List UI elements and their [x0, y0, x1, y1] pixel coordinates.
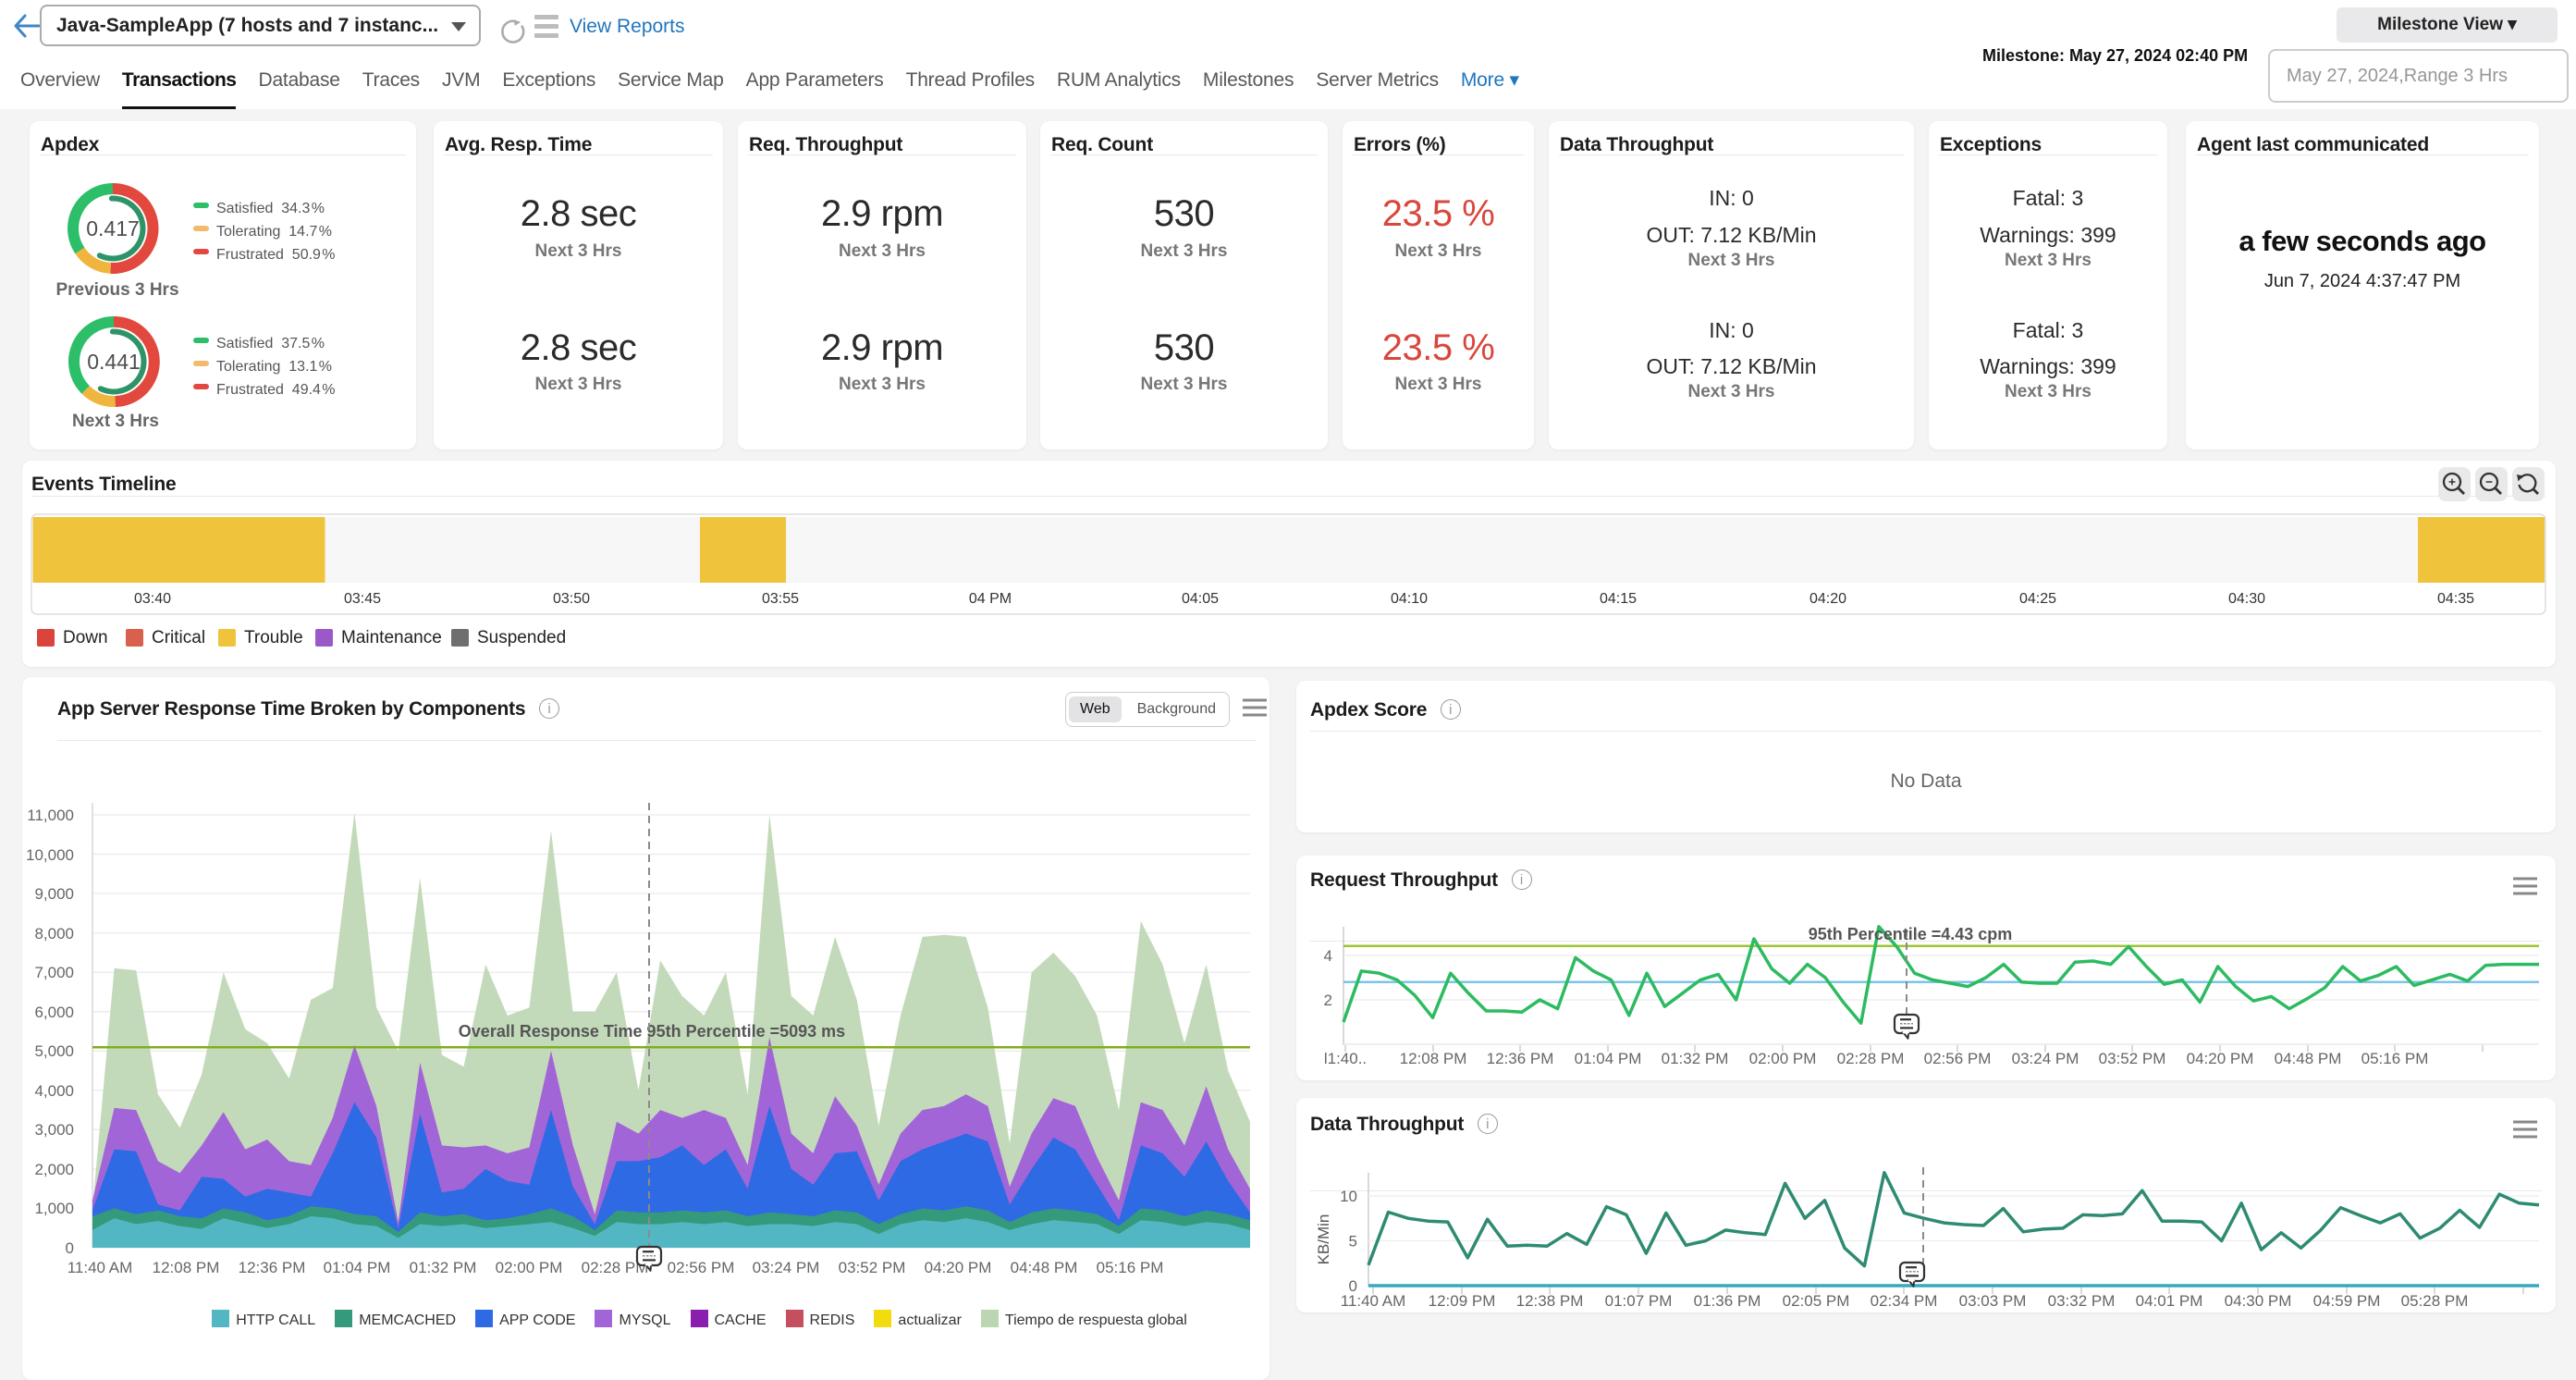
svg-text:0.417: 0.417: [86, 216, 140, 240]
svg-text:03:50: 03:50: [553, 591, 590, 607]
svg-text:Trouble: Trouble: [244, 628, 303, 647]
svg-text:Frustrated 50.9 %: Frustrated 50.9 %: [216, 247, 336, 263]
svg-text:04:48 PM: 04:48 PM: [1011, 1259, 1078, 1276]
svg-text:02:28 PM: 02:28 PM: [1837, 1050, 1905, 1067]
svg-text:3,000: 3,000: [34, 1121, 74, 1139]
svg-text:04:05: 04:05: [1182, 591, 1219, 607]
svg-text:02:56 PM: 02:56 PM: [1924, 1050, 1992, 1067]
svg-text:01:32 PM: 01:32 PM: [410, 1259, 477, 1276]
svg-text:4,000: 4,000: [34, 1082, 74, 1100]
svg-text:01:04 PM: 01:04 PM: [324, 1259, 391, 1276]
svg-text:12:38 PM: 12:38 PM: [1516, 1292, 1584, 1310]
svg-text:12:08 PM: 12:08 PM: [153, 1259, 220, 1276]
svg-text:4: 4: [1324, 947, 1332, 965]
svg-text:05:16 PM: 05:16 PM: [1097, 1259, 1164, 1276]
svg-text:12:36 PM: 12:36 PM: [239, 1259, 306, 1276]
svg-text:Frustrated 49.4 %: Frustrated 49.4 %: [216, 382, 336, 398]
svg-text:04:20 PM: 04:20 PM: [925, 1259, 992, 1276]
svg-text:9,000: 9,000: [34, 885, 74, 903]
svg-text:03:52 PM: 03:52 PM: [839, 1259, 906, 1276]
svg-text:11:40 AM: 11:40 AM: [67, 1259, 133, 1276]
svg-text:04 PM: 04 PM: [969, 591, 1012, 607]
svg-text:02:28 PM: 02:28 PM: [582, 1259, 649, 1276]
svg-text:Down: Down: [63, 628, 108, 647]
svg-text:5: 5: [1349, 1233, 1357, 1251]
svg-text:12:08 PM: 12:08 PM: [1400, 1050, 1467, 1067]
svg-text:2,000: 2,000: [34, 1161, 74, 1178]
svg-text:04:25: 04:25: [2019, 591, 2056, 607]
svg-text:12:09 PM: 12:09 PM: [1429, 1292, 1496, 1310]
svg-text:7,000: 7,000: [34, 964, 74, 981]
svg-text:03:03 PM: 03:03 PM: [1959, 1292, 2027, 1310]
svg-text:03:24 PM: 03:24 PM: [753, 1259, 820, 1276]
svg-text:01:04 PM: 01:04 PM: [1575, 1050, 1642, 1067]
svg-text:01:07 PM: 01:07 PM: [1605, 1292, 1673, 1310]
svg-text:02:05 PM: 02:05 PM: [1783, 1292, 1850, 1310]
svg-text:Satisfied 37.5 %: Satisfied 37.5 %: [216, 336, 325, 351]
svg-text:04:10: 04:10: [1391, 591, 1428, 607]
svg-text:02:00 PM: 02:00 PM: [496, 1259, 563, 1276]
svg-text:2: 2: [1324, 992, 1332, 1009]
svg-text:95th Percentile =4.43 cpm: 95th Percentile =4.43 cpm: [1809, 925, 2013, 943]
svg-text:04:59 PM: 04:59 PM: [2313, 1292, 2381, 1310]
svg-text:Tolerating 14.7 %: Tolerating 14.7 %: [216, 224, 332, 240]
svg-text:1,000: 1,000: [34, 1200, 74, 1217]
svg-text:01:32 PM: 01:32 PM: [1662, 1050, 1729, 1067]
svg-text:5,000: 5,000: [34, 1042, 74, 1060]
svg-text:11:40 AM: 11:40 AM: [1341, 1292, 1406, 1310]
svg-text:01:36 PM: 01:36 PM: [1694, 1292, 1761, 1310]
svg-text:Next 3 Hrs: Next 3 Hrs: [72, 412, 159, 431]
svg-text:0: 0: [1349, 1277, 1357, 1295]
svg-text:Previous 3 Hrs: Previous 3 Hrs: [55, 280, 178, 300]
svg-text:11,000: 11,000: [27, 807, 74, 824]
svg-text:03:40: 03:40: [134, 591, 171, 607]
svg-text:Tolerating 13.1 %: Tolerating 13.1 %: [216, 359, 332, 375]
svg-text:8,000: 8,000: [34, 925, 74, 943]
svg-text:0.441: 0.441: [87, 350, 141, 374]
svg-text:04:48 PM: 04:48 PM: [2275, 1050, 2342, 1067]
svg-text:04:20: 04:20: [1809, 591, 1846, 607]
svg-text:03:45: 03:45: [344, 591, 381, 607]
svg-text:6,000: 6,000: [34, 1004, 74, 1021]
svg-text:12:36 PM: 12:36 PM: [1487, 1050, 1554, 1067]
svg-text:04:30 PM: 04:30 PM: [2225, 1292, 2292, 1310]
svg-text:KB/Min: KB/Min: [1315, 1214, 1332, 1265]
svg-text:Suspended: Suspended: [477, 628, 566, 647]
svg-text:04:35: 04:35: [2437, 591, 2474, 607]
svg-text:04:20 PM: 04:20 PM: [2187, 1050, 2254, 1067]
svg-text:05:16 PM: 05:16 PM: [2361, 1050, 2429, 1067]
svg-text:Satisfied 34.3 %: Satisfied 34.3 %: [216, 201, 325, 216]
svg-text:l1:40..: l1:40..: [1324, 1050, 1367, 1067]
svg-text:04:15: 04:15: [1600, 591, 1637, 607]
svg-text:04:30: 04:30: [2228, 591, 2265, 607]
svg-text:0: 0: [66, 1239, 74, 1257]
svg-text:02:56 PM: 02:56 PM: [668, 1259, 735, 1276]
svg-text:03:52 PM: 03:52 PM: [2099, 1050, 2166, 1067]
svg-text:Overall Response Time 95th Per: Overall Response Time 95th Percentile =5…: [459, 1022, 845, 1041]
svg-text:03:32 PM: 03:32 PM: [2048, 1292, 2116, 1310]
svg-text:04:01 PM: 04:01 PM: [2136, 1292, 2203, 1310]
svg-text:10,000: 10,000: [26, 846, 74, 864]
svg-text:05:28 PM: 05:28 PM: [2401, 1292, 2469, 1310]
svg-text:Maintenance: Maintenance: [341, 628, 442, 647]
svg-text:03:55: 03:55: [762, 591, 799, 607]
svg-text:02:00 PM: 02:00 PM: [1749, 1050, 1817, 1067]
svg-text:Critical: Critical: [152, 628, 205, 647]
svg-text:03:24 PM: 03:24 PM: [2012, 1050, 2079, 1067]
svg-text:10: 10: [1340, 1188, 1357, 1205]
svg-text:02:34 PM: 02:34 PM: [1871, 1292, 1938, 1310]
